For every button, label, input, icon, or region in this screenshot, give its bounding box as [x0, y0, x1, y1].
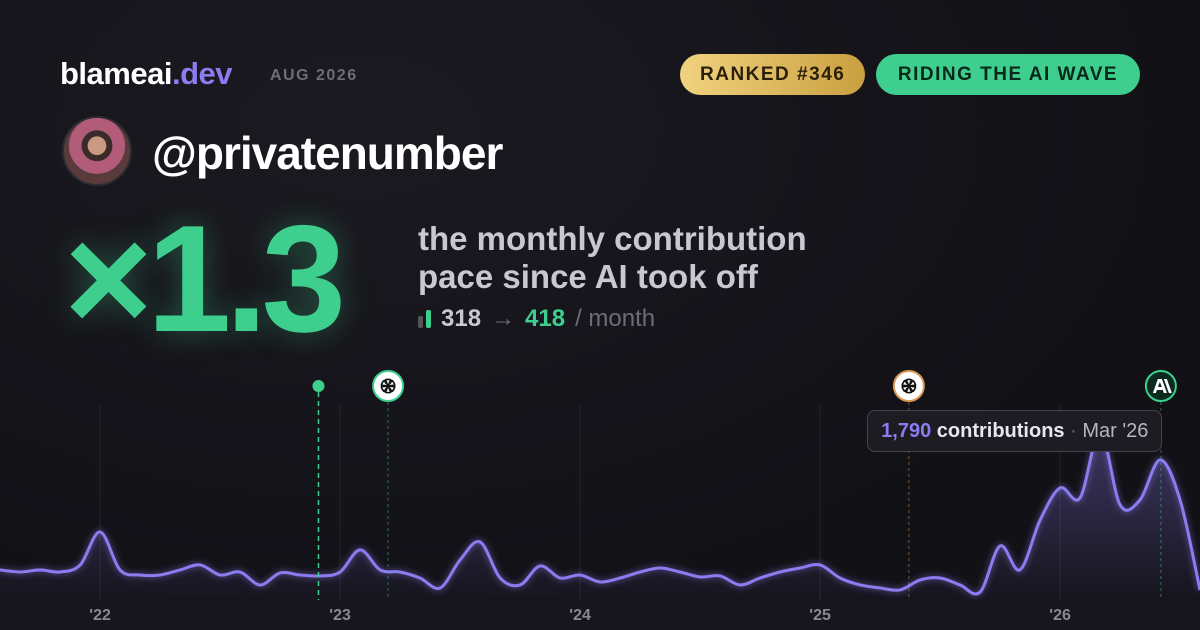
- brand-name: blameai: [60, 56, 172, 91]
- brand: blameai.dev: [60, 56, 232, 92]
- tooltip: 1,790 contributions · Mar '26: [867, 410, 1163, 452]
- area: [0, 431, 1200, 600]
- separator: ·: [1070, 420, 1077, 442]
- x-tick-label: '23: [329, 607, 351, 624]
- event-marker: [372, 370, 405, 600]
- tooltip-label: contributions: [936, 420, 1065, 442]
- line: [0, 430, 1200, 596]
- after-value: 418: [525, 305, 566, 332]
- multiplier: ×1.3: [64, 194, 346, 364]
- unit: / month: [575, 305, 656, 332]
- tooltip-date: Mar '26: [1082, 420, 1149, 442]
- pace-stats: 318 → 418 / month: [418, 305, 655, 333]
- caption: the monthly contribution: [418, 220, 807, 257]
- logo-petal: [904, 378, 917, 388]
- tooltip-value: 1,790: [881, 420, 932, 442]
- before-value: 318: [441, 305, 482, 332]
- period: AUG 2026: [270, 67, 358, 84]
- icon: [418, 315, 423, 328]
- x-tick-label: '24: [569, 607, 591, 624]
- arrow: →: [491, 305, 516, 332]
- x-tick-label: '22: [89, 607, 111, 624]
- brand-tld: .dev: [171, 56, 233, 91]
- icon: [426, 310, 431, 328]
- event-dot: [312, 380, 325, 392]
- event-marker: [312, 380, 325, 600]
- logo-petal: [384, 378, 396, 388]
- axis-band: [0, 600, 1200, 630]
- status-badge: RIDING THE AI WAVE: [876, 54, 1140, 95]
- logo: [1152, 379, 1172, 393]
- avatar: [62, 116, 132, 186]
- caption: pace since AI took off: [418, 258, 758, 295]
- event-icon: [1144, 370, 1177, 402]
- handle: @privatenumber: [152, 127, 503, 179]
- x-tick-label: '26: [1049, 607, 1071, 624]
- event-marker: [892, 370, 925, 600]
- rank-badge: RANKED #346: [680, 54, 866, 95]
- x-tick-label: '25: [809, 607, 831, 624]
